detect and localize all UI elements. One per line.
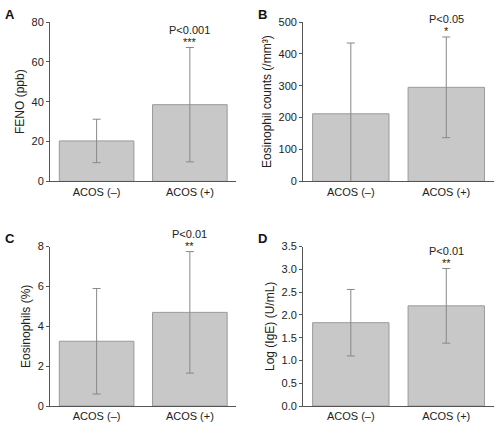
svg-text:20: 20 [32,135,44,147]
svg-text:P<0.01: P<0.01 [429,245,464,257]
svg-text:0.0: 0.0 [282,400,297,412]
svg-text:Eosinophil counts (/mm³): Eosinophil counts (/mm³) [260,35,274,168]
svg-text:A: A [5,7,15,22]
svg-text:ACOS (+): ACOS (+) [166,410,214,422]
svg-text:1.0: 1.0 [282,354,297,366]
svg-text:60: 60 [32,56,44,68]
svg-text:ACOS (+): ACOS (+) [422,410,470,422]
svg-text:80: 80 [32,16,44,28]
svg-text:0: 0 [291,175,297,187]
svg-text:P<0.01: P<0.01 [172,228,207,240]
svg-text:***: *** [183,36,197,48]
svg-text:0.5: 0.5 [282,377,297,389]
svg-text:0: 0 [38,400,44,412]
svg-text:ACOS (–): ACOS (–) [73,186,121,198]
svg-text:100: 100 [279,143,297,155]
svg-text:FENO (ppb): FENO (ppb) [13,69,27,134]
svg-text:ACOS (+): ACOS (+) [422,186,470,198]
svg-text:4: 4 [38,320,44,332]
svg-text:400: 400 [279,48,297,60]
svg-text:ACOS (–): ACOS (–) [327,410,375,422]
svg-text:2.0: 2.0 [282,309,297,321]
svg-text:2: 2 [38,360,44,372]
svg-text:*: * [444,25,449,37]
svg-text:ACOS (+): ACOS (+) [166,186,214,198]
svg-text:**: ** [185,240,194,252]
svg-text:500: 500 [279,16,297,28]
svg-text:1.5: 1.5 [282,332,297,344]
svg-text:Eosinophils (%): Eosinophils (%) [19,285,33,368]
svg-text:Log (IgE) (U/mL): Log (IgE) (U/mL) [263,282,277,371]
svg-text:C: C [5,231,15,246]
svg-text:D: D [258,231,267,246]
svg-text:200: 200 [279,111,297,123]
svg-text:B: B [258,7,267,22]
svg-text:300: 300 [279,80,297,92]
svg-text:2.5: 2.5 [282,286,297,298]
svg-text:40: 40 [32,96,44,108]
svg-text:3.5: 3.5 [282,240,297,252]
svg-text:**: ** [442,257,451,269]
svg-text:ACOS (–): ACOS (–) [327,186,375,198]
svg-text:ACOS (–): ACOS (–) [73,410,121,422]
svg-text:P<0.05: P<0.05 [429,13,464,25]
svg-text:6: 6 [38,280,44,292]
svg-text:8: 8 [38,240,44,252]
svg-text:3.0: 3.0 [282,263,297,275]
svg-text:0: 0 [38,175,44,187]
svg-text:P<0.001: P<0.001 [169,24,210,36]
